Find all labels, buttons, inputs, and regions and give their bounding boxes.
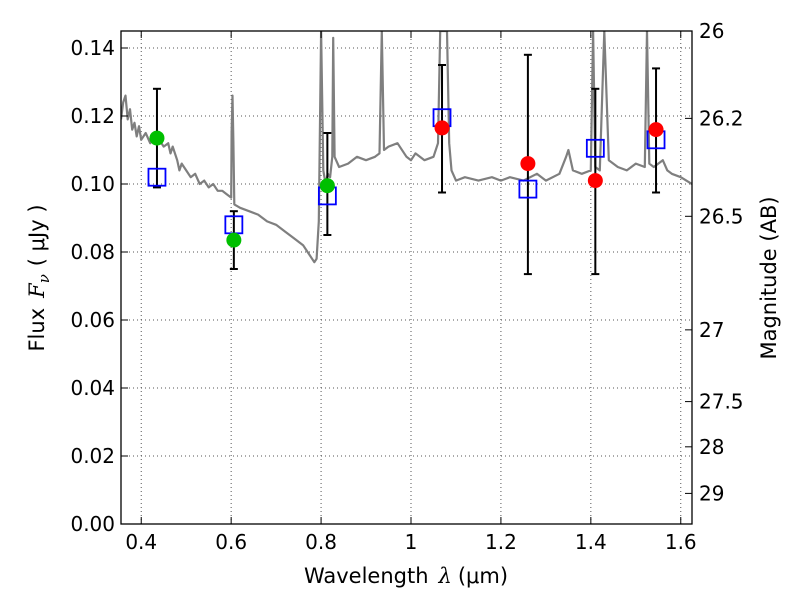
observed-optical-point-2 (319, 178, 335, 194)
y-tick-label-1: 0.02 (70, 444, 115, 468)
model-photometry-square-5 (585, 138, 605, 158)
x-axis-label: Wavelength λ (μm) (304, 564, 508, 588)
y-axis-label: FluxFν( μJy ) (25, 204, 53, 351)
y2-tick-label-6: 29 (699, 481, 724, 505)
observed-nir-point-2 (587, 173, 603, 189)
model-spectrum-line (121, 31, 692, 264)
model-photometry-square-4 (518, 179, 538, 199)
y-tick-label-0: 0.00 (70, 512, 115, 536)
plot-frame (120, 30, 693, 525)
y-tick-label-6: 0.12 (70, 104, 115, 128)
y-tick-label-7: 0.14 (70, 36, 115, 60)
ticks: 0.4 0.6 0.8 1 1.2 1.4 1.6 0.00 0.02 0.04 0.06 0.08 0… (70, 19, 743, 554)
x-tick-label-3: 1 (405, 530, 418, 554)
model-photometry-square-0 (147, 167, 167, 187)
y2-tick-label-2: 26.5 (699, 204, 744, 228)
observed-nir-point-1 (520, 156, 536, 172)
y2-tick-label-4: 27.5 (699, 390, 744, 414)
y-tick-label-2: 0.04 (70, 376, 115, 400)
y2-tick-label-0: 26 (699, 19, 724, 43)
y2-tick-label-1: 26.2 (699, 106, 744, 130)
x-tick-label-6: 1.6 (665, 530, 697, 554)
observed-nir-point-0 (434, 120, 450, 136)
x-tick-label-1: 0.6 (215, 530, 247, 554)
y-tick-label-5: 0.10 (70, 172, 115, 196)
y2-axis-label: Magnitude (AB) (757, 196, 781, 359)
observed-nir-point-3 (648, 122, 664, 138)
y-tick-label-3: 0.06 (70, 308, 115, 332)
observed-optical-point-0 (149, 130, 165, 146)
x-tick-label-2: 0.8 (305, 530, 337, 554)
x-tick-label-0: 0.4 (125, 530, 157, 554)
plot-area (121, 31, 692, 276)
y2-tick-label-3: 27 (699, 318, 724, 342)
y2-tick-label-5: 28 (699, 435, 724, 459)
x-tick-label-4: 1.2 (485, 530, 517, 554)
y-tick-label-4: 0.08 (70, 240, 115, 264)
x-tick-label-5: 1.4 (575, 530, 607, 554)
observed-optical-point-1 (226, 232, 242, 248)
axes-frame (120, 30, 693, 525)
